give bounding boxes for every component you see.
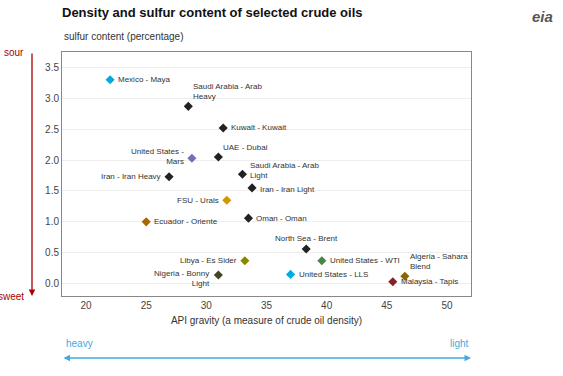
svg-text:Mexico - Maya: Mexico - Maya (118, 75, 171, 84)
svg-text:Iran - Iran Light: Iran - Iran Light (260, 185, 315, 194)
svg-text:Iran - Iran Heavy: Iran - Iran Heavy (101, 172, 161, 181)
svg-text:Oman - Oman: Oman - Oman (256, 214, 307, 223)
svg-text:Saudi Arabia - ArabHeavy: Saudi Arabia - ArabHeavy (193, 82, 262, 101)
svg-text:30: 30 (201, 300, 213, 311)
svg-text:FSU - Urals: FSU - Urals (177, 196, 219, 205)
svg-text:light: light (450, 338, 469, 349)
svg-text:United States - WTI: United States - WTI (330, 256, 400, 265)
svg-text:20: 20 (80, 300, 92, 311)
svg-text:sulfur content (percentage): sulfur content (percentage) (64, 31, 184, 42)
svg-text:40: 40 (321, 300, 333, 311)
svg-text:0.0: 0.0 (45, 278, 59, 289)
svg-text:Nigeria - BonnyLight: Nigeria - BonnyLight (154, 269, 210, 288)
svg-text:API gravity (a measure of crud: API gravity (a measure of crude oil dens… (171, 315, 362, 326)
svg-text:2.5: 2.5 (45, 124, 59, 135)
svg-text:United States - LLS: United States - LLS (299, 270, 368, 279)
svg-text:Density and sulfur content of: Density and sulfur content of selected c… (62, 5, 363, 20)
svg-text:Kuwait - Kuwait: Kuwait - Kuwait (231, 123, 287, 132)
svg-text:eia: eia (532, 8, 553, 25)
svg-text:50: 50 (441, 300, 453, 311)
svg-text:25: 25 (141, 300, 153, 311)
svg-text:Libya - Es Sider: Libya - Es Sider (180, 256, 237, 265)
svg-text:heavy: heavy (66, 338, 93, 349)
svg-text:Malaysia - Tapis: Malaysia - Tapis (401, 277, 458, 286)
svg-text:Algeria - SaharaBlend: Algeria - SaharaBlend (410, 252, 468, 271)
svg-text:45: 45 (381, 300, 393, 311)
svg-text:1.0: 1.0 (45, 216, 59, 227)
svg-text:35: 35 (261, 300, 273, 311)
svg-text:UAE - Dubai: UAE - Dubai (223, 143, 268, 152)
svg-text:3.5: 3.5 (45, 62, 59, 73)
svg-text:United States -Mars: United States -Mars (131, 147, 184, 166)
svg-text:sweet: sweet (0, 291, 24, 302)
svg-text:Ecuador - Oriente: Ecuador - Oriente (154, 217, 218, 226)
svg-text:1.5: 1.5 (45, 185, 59, 196)
svg-text:North Sea - Brent: North Sea - Brent (275, 234, 338, 243)
svg-text:2.0: 2.0 (45, 155, 59, 166)
svg-text:3.0: 3.0 (45, 93, 59, 104)
svg-text:0.5: 0.5 (45, 247, 59, 258)
svg-text:Saudi Arabia - ArabLight: Saudi Arabia - ArabLight (250, 161, 319, 180)
svg-text:sour: sour (4, 47, 24, 58)
